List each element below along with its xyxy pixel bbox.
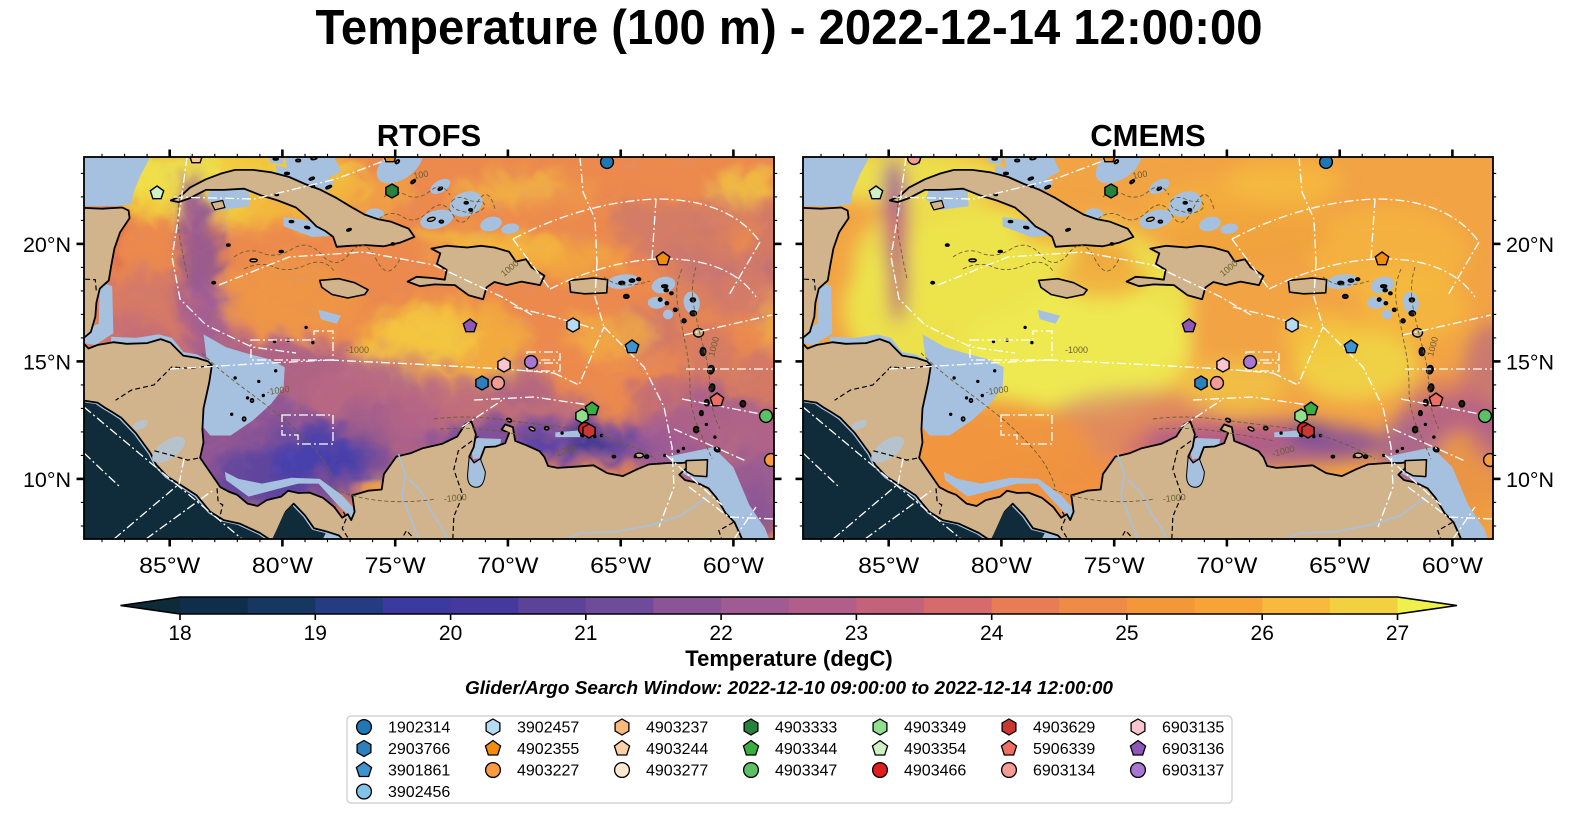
svg-text:-1000: -1000 <box>443 492 467 504</box>
svg-text:3902457: 3902457 <box>517 720 579 737</box>
svg-text:4903354: 4903354 <box>904 741 966 758</box>
svg-text:3901861: 3901861 <box>388 763 450 780</box>
svg-text:4903349: 4903349 <box>904 720 966 737</box>
svg-text:27: 27 <box>1386 622 1409 645</box>
svg-text:25: 25 <box>1115 622 1138 645</box>
svg-text:Temperature (degC): Temperature (degC) <box>685 646 892 671</box>
svg-text:65°W: 65°W <box>1309 553 1370 578</box>
svg-text:100: 100 <box>413 169 430 181</box>
svg-text:10°N: 10°N <box>23 468 71 492</box>
svg-text:2903766: 2903766 <box>388 741 450 758</box>
svg-text:75°W: 75°W <box>1084 553 1145 578</box>
svg-text:15°N: 15°N <box>1506 350 1554 374</box>
svg-text:6903134: 6903134 <box>1033 763 1095 780</box>
svg-text:85°W: 85°W <box>858 553 919 578</box>
svg-text:24: 24 <box>980 622 1004 645</box>
svg-text:4903629: 4903629 <box>1033 720 1095 737</box>
svg-text:CMEMS: CMEMS <box>1090 118 1205 153</box>
svg-text:RTOFS: RTOFS <box>377 118 482 153</box>
svg-text:4903227: 4903227 <box>517 763 579 780</box>
svg-text:20: 20 <box>439 622 462 645</box>
svg-text:-1000: -1000 <box>266 384 290 397</box>
svg-text:15°N: 15°N <box>23 350 71 374</box>
svg-text:1902314: 1902314 <box>388 720 450 737</box>
svg-text:4903237: 4903237 <box>646 720 708 737</box>
svg-text:6903137: 6903137 <box>1162 763 1224 780</box>
svg-text:85°W: 85°W <box>139 553 200 578</box>
svg-text:4902355: 4902355 <box>517 741 579 758</box>
svg-text:4903466: 4903466 <box>904 763 966 780</box>
svg-text:6903136: 6903136 <box>1162 741 1224 758</box>
svg-text:4903277: 4903277 <box>646 763 708 780</box>
svg-text:26: 26 <box>1251 622 1274 645</box>
svg-text:-1000: -1000 <box>985 384 1009 397</box>
svg-text:-1000: -1000 <box>1065 345 1088 355</box>
svg-text:10°N: 10°N <box>1506 468 1554 492</box>
svg-text:80°W: 80°W <box>971 553 1032 578</box>
svg-text:-1000: -1000 <box>1162 492 1186 504</box>
svg-text:21: 21 <box>574 622 597 645</box>
svg-text:Glider/Argo Search Window: 202: Glider/Argo Search Window: 2022-12-10 09… <box>465 678 1113 698</box>
svg-text:-1000: -1000 <box>346 345 369 355</box>
svg-text:75°W: 75°W <box>365 553 426 578</box>
svg-text:60°W: 60°W <box>1422 553 1483 578</box>
svg-text:22: 22 <box>709 622 732 645</box>
svg-text:19: 19 <box>304 622 327 645</box>
svg-text:20°N: 20°N <box>1506 233 1554 257</box>
svg-text:3902456: 3902456 <box>388 784 450 801</box>
svg-text:6903135: 6903135 <box>1162 720 1224 737</box>
svg-text:4903333: 4903333 <box>775 720 837 737</box>
svg-text:23: 23 <box>845 622 868 645</box>
svg-text:60°W: 60°W <box>703 553 764 578</box>
svg-text:4903244: 4903244 <box>646 741 708 758</box>
svg-text:5906339: 5906339 <box>1033 741 1095 758</box>
svg-text:20°N: 20°N <box>23 233 71 257</box>
svg-text:Temperature (100 m) - 2022-12-: Temperature (100 m) - 2022-12-14 12:00:0… <box>316 1 1263 55</box>
svg-text:4903347: 4903347 <box>775 763 837 780</box>
svg-text:18: 18 <box>168 622 191 645</box>
svg-text:80°W: 80°W <box>252 553 313 578</box>
svg-text:100: 100 <box>1132 169 1149 181</box>
svg-text:70°W: 70°W <box>477 553 538 578</box>
svg-text:65°W: 65°W <box>590 553 651 578</box>
svg-text:70°W: 70°W <box>1196 553 1257 578</box>
svg-text:4903344: 4903344 <box>775 741 837 758</box>
